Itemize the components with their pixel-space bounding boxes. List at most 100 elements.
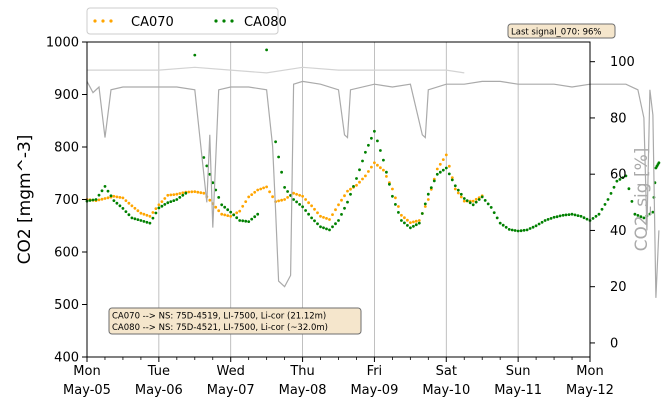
data-point-ca070 — [250, 193, 254, 197]
data-point-ca070 — [316, 211, 319, 215]
data-point-ca070 — [376, 163, 379, 167]
data-point-ca070 — [474, 197, 478, 201]
last-signal-text: Last signal_070: 96% — [511, 28, 601, 38]
data-point-ca070 — [343, 194, 346, 198]
data-point-ca080 — [543, 219, 547, 222]
data-point-ca070 — [397, 205, 400, 208]
data-point-ca080 — [118, 204, 122, 208]
data-point-ca070 — [157, 203, 161, 207]
data-point-ca070 — [172, 193, 176, 197]
legend-label-ca080: CA080 — [244, 15, 287, 30]
x-tick-label-date: May-07 — [207, 383, 255, 398]
data-point-ca070 — [379, 166, 382, 170]
instrument-annotation: CA070 --> NS: 75D-4519, LI-7500, Li-cor … — [108, 307, 362, 335]
data-point-ca080 — [184, 191, 188, 195]
data-point-ca080 — [319, 225, 322, 229]
data-point-ca080 — [238, 219, 242, 222]
data-point-ca080 — [450, 178, 454, 182]
data-point-ca070 — [154, 207, 158, 211]
x-tick-label-day: Sun — [506, 364, 531, 379]
data-point-ca070 — [238, 209, 242, 213]
data-point-ca070 — [334, 208, 337, 212]
y-tick-label-right: 60 — [610, 168, 627, 183]
data-point-ca070 — [217, 209, 221, 213]
data-point-ca080 — [444, 166, 448, 170]
data-point-ca070 — [241, 204, 245, 208]
data-point-ca080 — [388, 182, 391, 186]
data-point-ca070 — [262, 186, 265, 190]
data-point-ca070 — [385, 175, 388, 178]
data-point-ca070 — [412, 220, 415, 224]
data-point-ca070 — [124, 199, 128, 203]
data-point-ca070 — [268, 190, 271, 194]
data-point-ca070 — [115, 195, 119, 199]
data-point-ca080 — [501, 223, 505, 227]
data-point-ca080 — [447, 172, 451, 176]
data-point-ca070 — [355, 183, 358, 187]
data-point-ca070 — [325, 217, 328, 220]
data-point-ca080 — [561, 213, 565, 217]
data-point-ca070 — [414, 219, 418, 223]
data-point-ca080 — [552, 215, 556, 219]
data-point-ca080 — [558, 214, 562, 218]
data-point-ca080 — [148, 221, 152, 225]
data-point-ca070 — [423, 205, 427, 208]
data-point-ca080 — [157, 206, 161, 210]
data-point-ca080 — [594, 214, 598, 218]
data-point-ca080 — [124, 210, 128, 214]
data-point-ca080 — [232, 213, 236, 217]
data-point-ca080 — [462, 197, 466, 200]
data-point-ca080 — [160, 204, 164, 208]
data-point-ca080 — [612, 185, 616, 189]
data-point-ca080 — [519, 229, 523, 233]
y-tick-label-right: 40 — [610, 224, 627, 239]
data-point-ca080 — [540, 220, 544, 224]
data-point-ca080 — [397, 211, 400, 214]
last-signal-annotation: Last signal_070: 96% — [507, 23, 616, 39]
series-layer — [85, 48, 661, 298]
data-point-ca080 — [202, 156, 206, 159]
data-point-ca080 — [531, 225, 535, 229]
data-point-ca080 — [241, 219, 245, 223]
data-point-ca070 — [453, 187, 457, 191]
data-point-ca080 — [621, 176, 625, 180]
y-axis-left: 400 500 600 700 800 900 1000 — [46, 36, 87, 366]
data-point-ca080 — [298, 203, 301, 206]
data-point-ca070 — [196, 190, 200, 194]
data-point-ca070 — [310, 204, 313, 208]
data-point-ca080 — [343, 206, 346, 210]
data-point-ca080 — [633, 212, 637, 216]
data-point-ca070 — [280, 198, 283, 202]
data-point-ca080 — [229, 210, 233, 214]
instrument-line-ca070: CA070 --> NS: 75D-4519, LI-7500, Li-cor … — [112, 312, 326, 322]
data-point-ca080 — [483, 199, 487, 202]
legend-marker-ca070-dot — [101, 19, 105, 23]
data-point-ca080 — [603, 203, 607, 206]
data-point-ca070 — [295, 192, 298, 196]
data-point-ca080 — [495, 216, 499, 220]
data-point-ca070 — [103, 197, 107, 200]
data-point-ca080 — [555, 215, 559, 219]
data-point-ca080 — [142, 220, 146, 223]
data-point-ca080 — [277, 155, 280, 159]
data-point-ca070 — [307, 201, 310, 205]
data-point-ca070 — [459, 195, 463, 199]
data-point-ca080 — [274, 140, 277, 144]
y-axis-label-left: CO2 [mgm^-3] — [15, 135, 35, 265]
data-point-ca070 — [148, 214, 152, 218]
data-point-ca080 — [166, 201, 170, 205]
data-point-ca080 — [145, 220, 149, 224]
data-point-ca080 — [657, 161, 661, 165]
data-point-ca080 — [409, 226, 412, 230]
data-point-ca080 — [394, 203, 397, 206]
data-point-ca070 — [286, 196, 289, 199]
data-point-ca070 — [450, 176, 454, 180]
data-point-ca080 — [534, 224, 538, 228]
data-point-ca080 — [379, 149, 382, 152]
data-point-ca080 — [406, 224, 409, 227]
data-point-ca080 — [373, 129, 376, 133]
data-point-ca080 — [346, 200, 349, 204]
y-tick-label-right: 80 — [610, 111, 627, 126]
data-point-ca070 — [142, 212, 146, 216]
data-point-ca080 — [283, 186, 286, 189]
